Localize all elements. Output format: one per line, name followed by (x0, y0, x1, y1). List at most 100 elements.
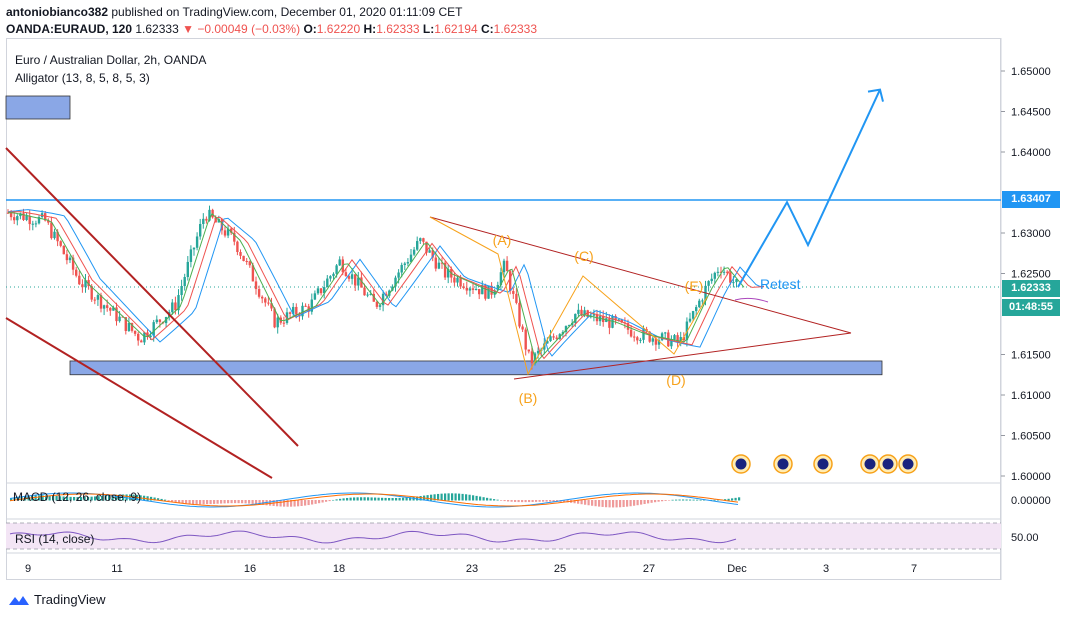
close-value: 1.62333 (493, 22, 538, 36)
candle-body (707, 281, 710, 286)
macd-histogram-bar (479, 496, 482, 501)
macd-histogram-bar (381, 497, 384, 501)
candle-body (313, 293, 317, 300)
macd-histogram-bar (153, 497, 156, 501)
macd-histogram-bar (542, 500, 545, 502)
macd-histogram-bar (409, 497, 412, 501)
candle-body (254, 281, 258, 290)
candle-body (440, 262, 444, 264)
macd-histogram-bar (454, 493, 457, 501)
candle-body (236, 241, 239, 253)
candle-body (155, 319, 158, 323)
macd-histogram-bar (419, 496, 422, 501)
candle-body (140, 340, 143, 343)
candle-body (465, 287, 468, 291)
wave-label-d: (D) (666, 372, 685, 388)
candle-body (78, 275, 81, 285)
macd-histogram-bar (311, 500, 314, 505)
macd-histogram-bar (188, 500, 191, 504)
macd-histogram-bar (727, 498, 730, 501)
x-tick-label: 11 (111, 563, 122, 575)
macd-histogram-bar (584, 500, 587, 505)
y-tick-label: 1.61500 (1011, 350, 1051, 362)
candle-body (443, 262, 447, 278)
candle-body (664, 332, 667, 334)
macd-histogram-bar (643, 500, 646, 505)
candle-body (416, 241, 419, 250)
macd-histogram-bar (500, 500, 503, 501)
macd-histogram-bar (38, 495, 41, 501)
candle-body (102, 305, 106, 309)
macd-histogram-bar (307, 500, 310, 506)
footer-brand[interactable]: TradingView (8, 592, 106, 607)
candle-body (34, 223, 38, 225)
macd-histogram-bar (80, 497, 83, 501)
macd-histogram-bar (510, 500, 513, 502)
macd-histogram-bar (314, 500, 317, 504)
macd-histogram-bar (461, 493, 464, 501)
candle-body (512, 291, 515, 294)
macd-histogram-bar (87, 496, 90, 501)
macd-histogram-bar (608, 500, 611, 508)
macd-histogram-bar (405, 497, 408, 501)
candle-body (726, 271, 729, 273)
candle-body (521, 326, 524, 330)
candle-body (406, 262, 410, 264)
candle-body (130, 322, 134, 331)
candle-body (422, 238, 425, 242)
macd-histogram-bar (503, 500, 506, 502)
instrument-legend: Euro / Australian Dollar, 2h, OANDA (15, 53, 207, 67)
candle-body (127, 322, 131, 331)
x-tick-label: 7 (911, 563, 917, 575)
macd-histogram-bar (290, 500, 293, 507)
candle-body (245, 260, 248, 262)
macd-histogram-bar (248, 500, 251, 504)
high-value: 1.62333 (376, 22, 420, 36)
macd-histogram-bar (283, 500, 286, 507)
macd-histogram-bar (59, 496, 62, 501)
macd-histogram-bar (234, 500, 237, 504)
macd-histogram-bar (675, 499, 678, 501)
candle-body (577, 309, 580, 314)
candle-body (71, 257, 75, 270)
macd-histogram-bar (650, 500, 653, 503)
candle-body (332, 273, 335, 277)
macd-histogram-bar (391, 498, 394, 501)
author-name[interactable]: antoniobianco382 (6, 5, 109, 19)
candle-body (233, 232, 236, 242)
macd-histogram-bar (66, 496, 69, 501)
macd-histogram-bar (363, 497, 366, 501)
macd-histogram-bar (118, 494, 121, 501)
macd-histogram-bar (111, 494, 114, 501)
alligator-lips (8, 212, 745, 364)
candle-body (186, 261, 189, 278)
flag-icon (777, 458, 789, 470)
macd-histogram-bar (594, 500, 597, 507)
candle-body (564, 326, 568, 332)
candle-body (403, 263, 406, 265)
candle-body (484, 284, 487, 299)
candle-body (636, 337, 639, 341)
x-tick-label: 23 (466, 563, 478, 575)
wave-label-c: (C) (574, 248, 593, 264)
candle-body (143, 332, 146, 343)
wave-path (429, 216, 708, 376)
macd-histogram-bar (230, 500, 233, 504)
macd-histogram-bar (696, 499, 699, 501)
publish-info: antoniobianco382 published on TradingVie… (6, 5, 462, 19)
candle-body (657, 340, 661, 345)
x-tick-label: 18 (333, 563, 345, 575)
candle-body (84, 279, 87, 288)
macd-histogram-bar (129, 494, 132, 501)
macd-histogram-bar (325, 500, 328, 502)
candle-body (369, 293, 372, 295)
candle-body (109, 307, 112, 311)
macd-histogram-bar (195, 500, 198, 505)
candle-body (691, 311, 695, 319)
candle-body (31, 223, 34, 225)
candle-body (546, 341, 549, 344)
candle-body (59, 241, 62, 246)
candle-body (462, 286, 465, 288)
macd-histogram-bar (615, 500, 618, 508)
